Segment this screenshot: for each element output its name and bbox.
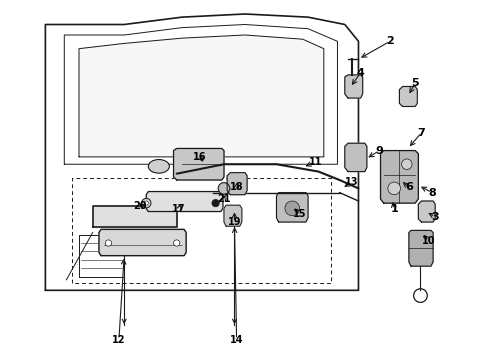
Polygon shape — [276, 193, 308, 222]
Polygon shape — [409, 230, 433, 266]
Polygon shape — [79, 35, 324, 157]
Text: 10: 10 — [422, 236, 436, 246]
Polygon shape — [418, 201, 435, 222]
Text: 15: 15 — [293, 209, 306, 219]
Circle shape — [142, 198, 151, 208]
Polygon shape — [173, 148, 224, 180]
Text: 16: 16 — [193, 152, 207, 162]
Polygon shape — [399, 86, 417, 107]
Text: 13: 13 — [345, 177, 359, 187]
Text: 6: 6 — [405, 183, 413, 192]
Text: 7: 7 — [417, 128, 425, 138]
Circle shape — [212, 199, 219, 207]
Polygon shape — [381, 150, 418, 203]
Circle shape — [388, 182, 400, 195]
Text: 20: 20 — [133, 201, 147, 211]
Text: 12: 12 — [112, 335, 125, 345]
Polygon shape — [93, 206, 177, 227]
Circle shape — [218, 183, 230, 194]
Text: 19: 19 — [228, 217, 241, 227]
Circle shape — [285, 201, 299, 216]
Polygon shape — [224, 205, 242, 226]
Text: 11: 11 — [309, 157, 322, 167]
Text: 4: 4 — [357, 68, 365, 78]
Text: 9: 9 — [375, 145, 383, 156]
Polygon shape — [345, 143, 367, 172]
Text: 21: 21 — [217, 194, 231, 204]
Text: 17: 17 — [172, 204, 186, 215]
Text: 8: 8 — [428, 188, 436, 198]
Circle shape — [105, 240, 112, 246]
Polygon shape — [345, 75, 363, 98]
Circle shape — [144, 201, 148, 205]
Polygon shape — [146, 192, 223, 212]
Ellipse shape — [148, 159, 170, 173]
Text: 5: 5 — [412, 78, 419, 88]
Polygon shape — [46, 14, 359, 290]
Text: 1: 1 — [391, 204, 398, 215]
Text: 14: 14 — [230, 335, 244, 345]
Text: 18: 18 — [230, 183, 244, 192]
Circle shape — [173, 240, 180, 246]
Circle shape — [401, 159, 412, 170]
Polygon shape — [99, 229, 186, 256]
Text: 2: 2 — [386, 36, 394, 46]
Text: 3: 3 — [431, 212, 439, 222]
Polygon shape — [227, 173, 247, 195]
